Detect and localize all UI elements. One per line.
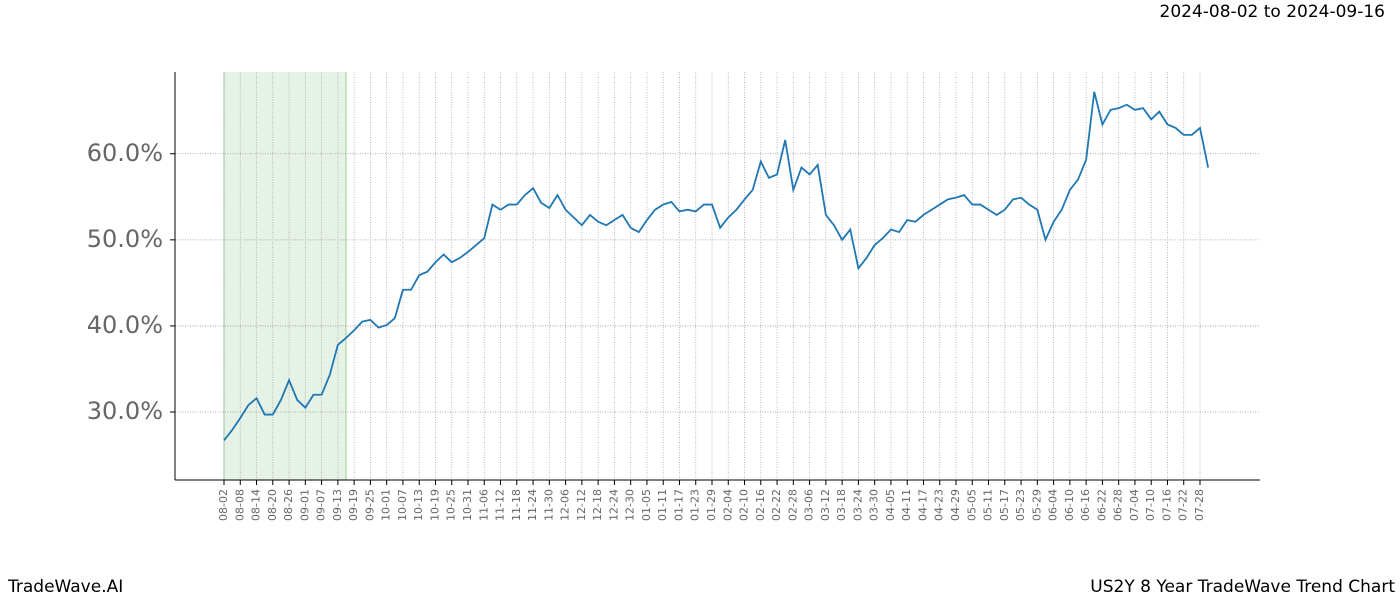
y-tick-label: 30.0% bbox=[87, 397, 163, 425]
x-tick-label: 09-25 bbox=[363, 489, 376, 521]
x-tick-label: 10-19 bbox=[428, 489, 441, 521]
x-tick-label: 12-18 bbox=[591, 489, 604, 521]
x-tick-label: 04-17 bbox=[916, 489, 929, 521]
x-tick-label: 01-17 bbox=[672, 489, 685, 521]
x-tick-label: 07-22 bbox=[1177, 489, 1190, 521]
y-tick-label: 40.0% bbox=[87, 311, 163, 339]
x-tick-label: 08-20 bbox=[266, 489, 279, 521]
x-tick-label: 06-22 bbox=[1095, 489, 1108, 521]
trend-line bbox=[223, 91, 1210, 441]
y-tick-label: 60.0% bbox=[87, 139, 163, 167]
x-tick-label: 10-31 bbox=[461, 489, 474, 521]
x-tick-label: 03-06 bbox=[803, 489, 816, 521]
x-tick-label: 12-06 bbox=[559, 489, 572, 521]
x-tick-label: 06-16 bbox=[1079, 489, 1092, 521]
x-tick-label: 09-07 bbox=[315, 489, 328, 521]
x-tick-label: 12-30 bbox=[624, 489, 637, 521]
x-tick-label: 02-22 bbox=[770, 489, 783, 521]
x-tick-label: 11-12 bbox=[494, 489, 507, 521]
x-tick-label: 08-02 bbox=[217, 489, 230, 521]
x-tick-label: 03-18 bbox=[835, 489, 848, 521]
x-tick-label: 05-17 bbox=[998, 489, 1011, 521]
x-tick-label: 09-01 bbox=[298, 489, 311, 521]
x-tick-label: 04-29 bbox=[949, 489, 962, 521]
x-tick-label: 05-29 bbox=[1030, 489, 1043, 521]
x-tick-label: 08-26 bbox=[282, 489, 295, 521]
x-tick-label: 07-10 bbox=[1144, 489, 1157, 521]
x-tick-label: 02-28 bbox=[786, 489, 799, 521]
x-tick-label: 07-04 bbox=[1128, 489, 1141, 521]
x-tick-label: 04-05 bbox=[884, 489, 897, 521]
x-tick-label: 02-10 bbox=[738, 489, 751, 521]
x-tick-label: 08-08 bbox=[233, 489, 246, 521]
x-tick-label: 11-30 bbox=[542, 489, 555, 521]
y-tick-label: 50.0% bbox=[87, 225, 163, 253]
x-tick-label: 06-10 bbox=[1063, 489, 1076, 521]
x-tick-label: 11-18 bbox=[510, 489, 523, 521]
x-tick-label: 08-14 bbox=[250, 489, 263, 521]
x-tick-label: 02-04 bbox=[721, 489, 734, 521]
x-tick-label: 09-13 bbox=[331, 489, 344, 521]
x-tick-label: 06-04 bbox=[1047, 489, 1060, 521]
chart-title: US2Y 8 Year TradeWave Trend Chart bbox=[1090, 577, 1395, 597]
x-tick-label: 10-01 bbox=[380, 489, 393, 521]
x-tick-label: 05-11 bbox=[982, 489, 995, 521]
x-tick-label: 01-29 bbox=[705, 489, 718, 521]
x-tick-label: 01-11 bbox=[656, 489, 669, 521]
x-tick-label: 02-16 bbox=[754, 489, 767, 521]
x-tick-label: 06-28 bbox=[1112, 489, 1125, 521]
x-tick-label: 07-16 bbox=[1160, 489, 1173, 521]
x-tick-label: 03-30 bbox=[868, 489, 881, 521]
x-tick-label: 01-23 bbox=[689, 489, 702, 521]
x-tick-label: 05-05 bbox=[965, 489, 978, 521]
x-tick-label: 10-25 bbox=[445, 489, 458, 521]
x-tick-label: 11-06 bbox=[477, 489, 490, 521]
x-tick-label: 07-28 bbox=[1193, 489, 1206, 521]
brand: TradeWave.AI bbox=[7, 577, 123, 597]
x-tick-label: 12-24 bbox=[607, 489, 620, 521]
x-tick-label: 12-12 bbox=[575, 489, 588, 521]
x-tick-label: 01-05 bbox=[640, 489, 653, 521]
x-tick-label: 09-19 bbox=[347, 489, 360, 521]
x-tick-label: 11-24 bbox=[526, 489, 539, 521]
x-tick-label: 10-13 bbox=[412, 489, 425, 521]
x-tick-label: 05-23 bbox=[1014, 489, 1027, 521]
x-tick-label: 04-23 bbox=[933, 489, 946, 521]
x-tick-label: 10-07 bbox=[396, 489, 409, 521]
x-tick-label: 03-24 bbox=[851, 489, 864, 521]
x-tick-label: 04-11 bbox=[900, 489, 913, 521]
x-tick-label: 03-12 bbox=[819, 489, 832, 521]
highlight-band bbox=[224, 72, 346, 480]
date-range: 2024-08-02 to 2024-09-16 bbox=[1160, 2, 1385, 22]
